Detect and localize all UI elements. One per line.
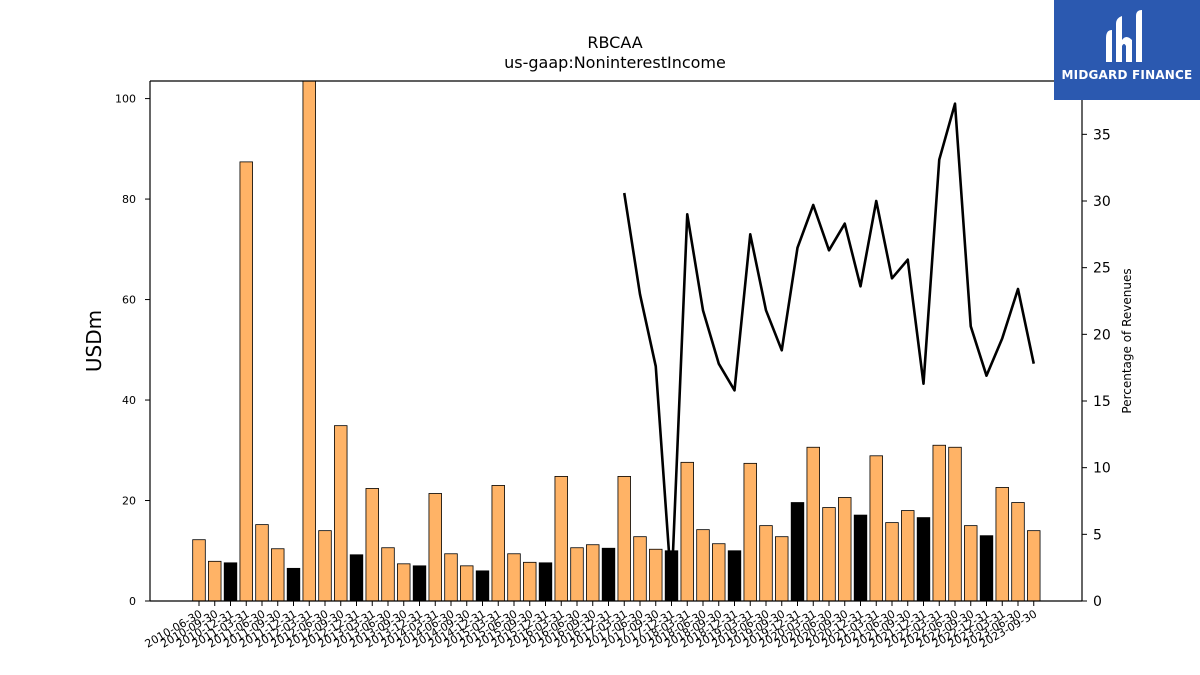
bar bbox=[853, 514, 868, 602]
y2-tick-label: 25 bbox=[1093, 261, 1111, 277]
bar bbox=[586, 544, 600, 602]
chart-subtitle: us-gaap:NoninterestIncome bbox=[504, 53, 726, 72]
bar bbox=[649, 548, 663, 602]
bar bbox=[680, 461, 694, 602]
bars-group bbox=[192, 80, 1041, 602]
y-tick-label: 80 bbox=[122, 193, 136, 206]
bar bbox=[916, 517, 931, 602]
bar bbox=[475, 570, 490, 602]
y2-tick-label: 0 bbox=[1093, 594, 1102, 610]
bar bbox=[239, 161, 253, 602]
y2-tick-label: 5 bbox=[1093, 527, 1102, 543]
percentage-line bbox=[622, 102, 1036, 589]
y2-tick-label: 30 bbox=[1093, 194, 1111, 210]
bar bbox=[381, 547, 395, 602]
bar bbox=[790, 502, 805, 602]
bar bbox=[1027, 530, 1041, 602]
y-tick-label: 60 bbox=[122, 294, 136, 307]
bar bbox=[743, 462, 757, 602]
bar bbox=[208, 560, 222, 602]
bar bbox=[523, 561, 537, 602]
bar bbox=[964, 525, 978, 602]
bar bbox=[223, 562, 238, 602]
bar bbox=[948, 446, 962, 602]
y2-tick-label: 15 bbox=[1093, 394, 1111, 410]
bar bbox=[192, 539, 206, 602]
bar bbox=[286, 567, 301, 602]
y-tick-label: 0 bbox=[129, 595, 136, 608]
y2-tick-label: 20 bbox=[1093, 327, 1111, 343]
bar bbox=[412, 565, 427, 602]
bar bbox=[397, 563, 411, 602]
chart-title: RBCAA bbox=[587, 33, 642, 52]
bar bbox=[806, 446, 820, 602]
bar bbox=[255, 524, 269, 602]
bar bbox=[334, 425, 348, 602]
bar bbox=[759, 525, 773, 602]
bar bbox=[349, 554, 364, 602]
bar bbox=[901, 510, 915, 602]
bar bbox=[318, 530, 332, 602]
y-tick-label: 100 bbox=[115, 93, 136, 106]
brand-logo: MIDGARD FINANCE bbox=[1054, 0, 1200, 100]
bar bbox=[570, 547, 584, 602]
bar bbox=[822, 507, 836, 602]
bar bbox=[995, 487, 1009, 602]
bar bbox=[1011, 502, 1025, 602]
bar bbox=[696, 529, 710, 602]
y-axis-label: USDm bbox=[82, 310, 106, 372]
bar bbox=[491, 485, 505, 602]
bar bbox=[869, 455, 883, 602]
bar bbox=[775, 536, 789, 602]
bar bbox=[633, 536, 647, 602]
bar bbox=[365, 488, 379, 602]
bar bbox=[617, 475, 631, 602]
bar bbox=[428, 493, 442, 602]
bar bbox=[885, 522, 899, 602]
bar bbox=[302, 80, 316, 602]
bar bbox=[712, 543, 726, 602]
logo-text: MIDGARD FINANCE bbox=[1061, 68, 1193, 82]
y-tick-label: 40 bbox=[122, 394, 136, 407]
bar bbox=[271, 548, 285, 602]
y2-tick-label: 10 bbox=[1093, 461, 1111, 477]
bar bbox=[601, 547, 616, 602]
bar bbox=[507, 553, 521, 602]
bar bbox=[979, 535, 994, 602]
bar bbox=[727, 550, 742, 602]
y2-axis-label: Percentage of Revenues bbox=[1120, 268, 1134, 413]
line-group bbox=[622, 102, 1036, 589]
bar bbox=[932, 444, 946, 602]
y2-tick-label: 35 bbox=[1093, 127, 1111, 143]
bar bbox=[554, 475, 568, 602]
bar bbox=[838, 497, 852, 602]
bar bbox=[460, 565, 474, 602]
y-tick-label: 20 bbox=[122, 495, 136, 508]
logo-mark-icon bbox=[1106, 10, 1142, 62]
bar bbox=[444, 553, 458, 602]
bar bbox=[538, 562, 553, 602]
